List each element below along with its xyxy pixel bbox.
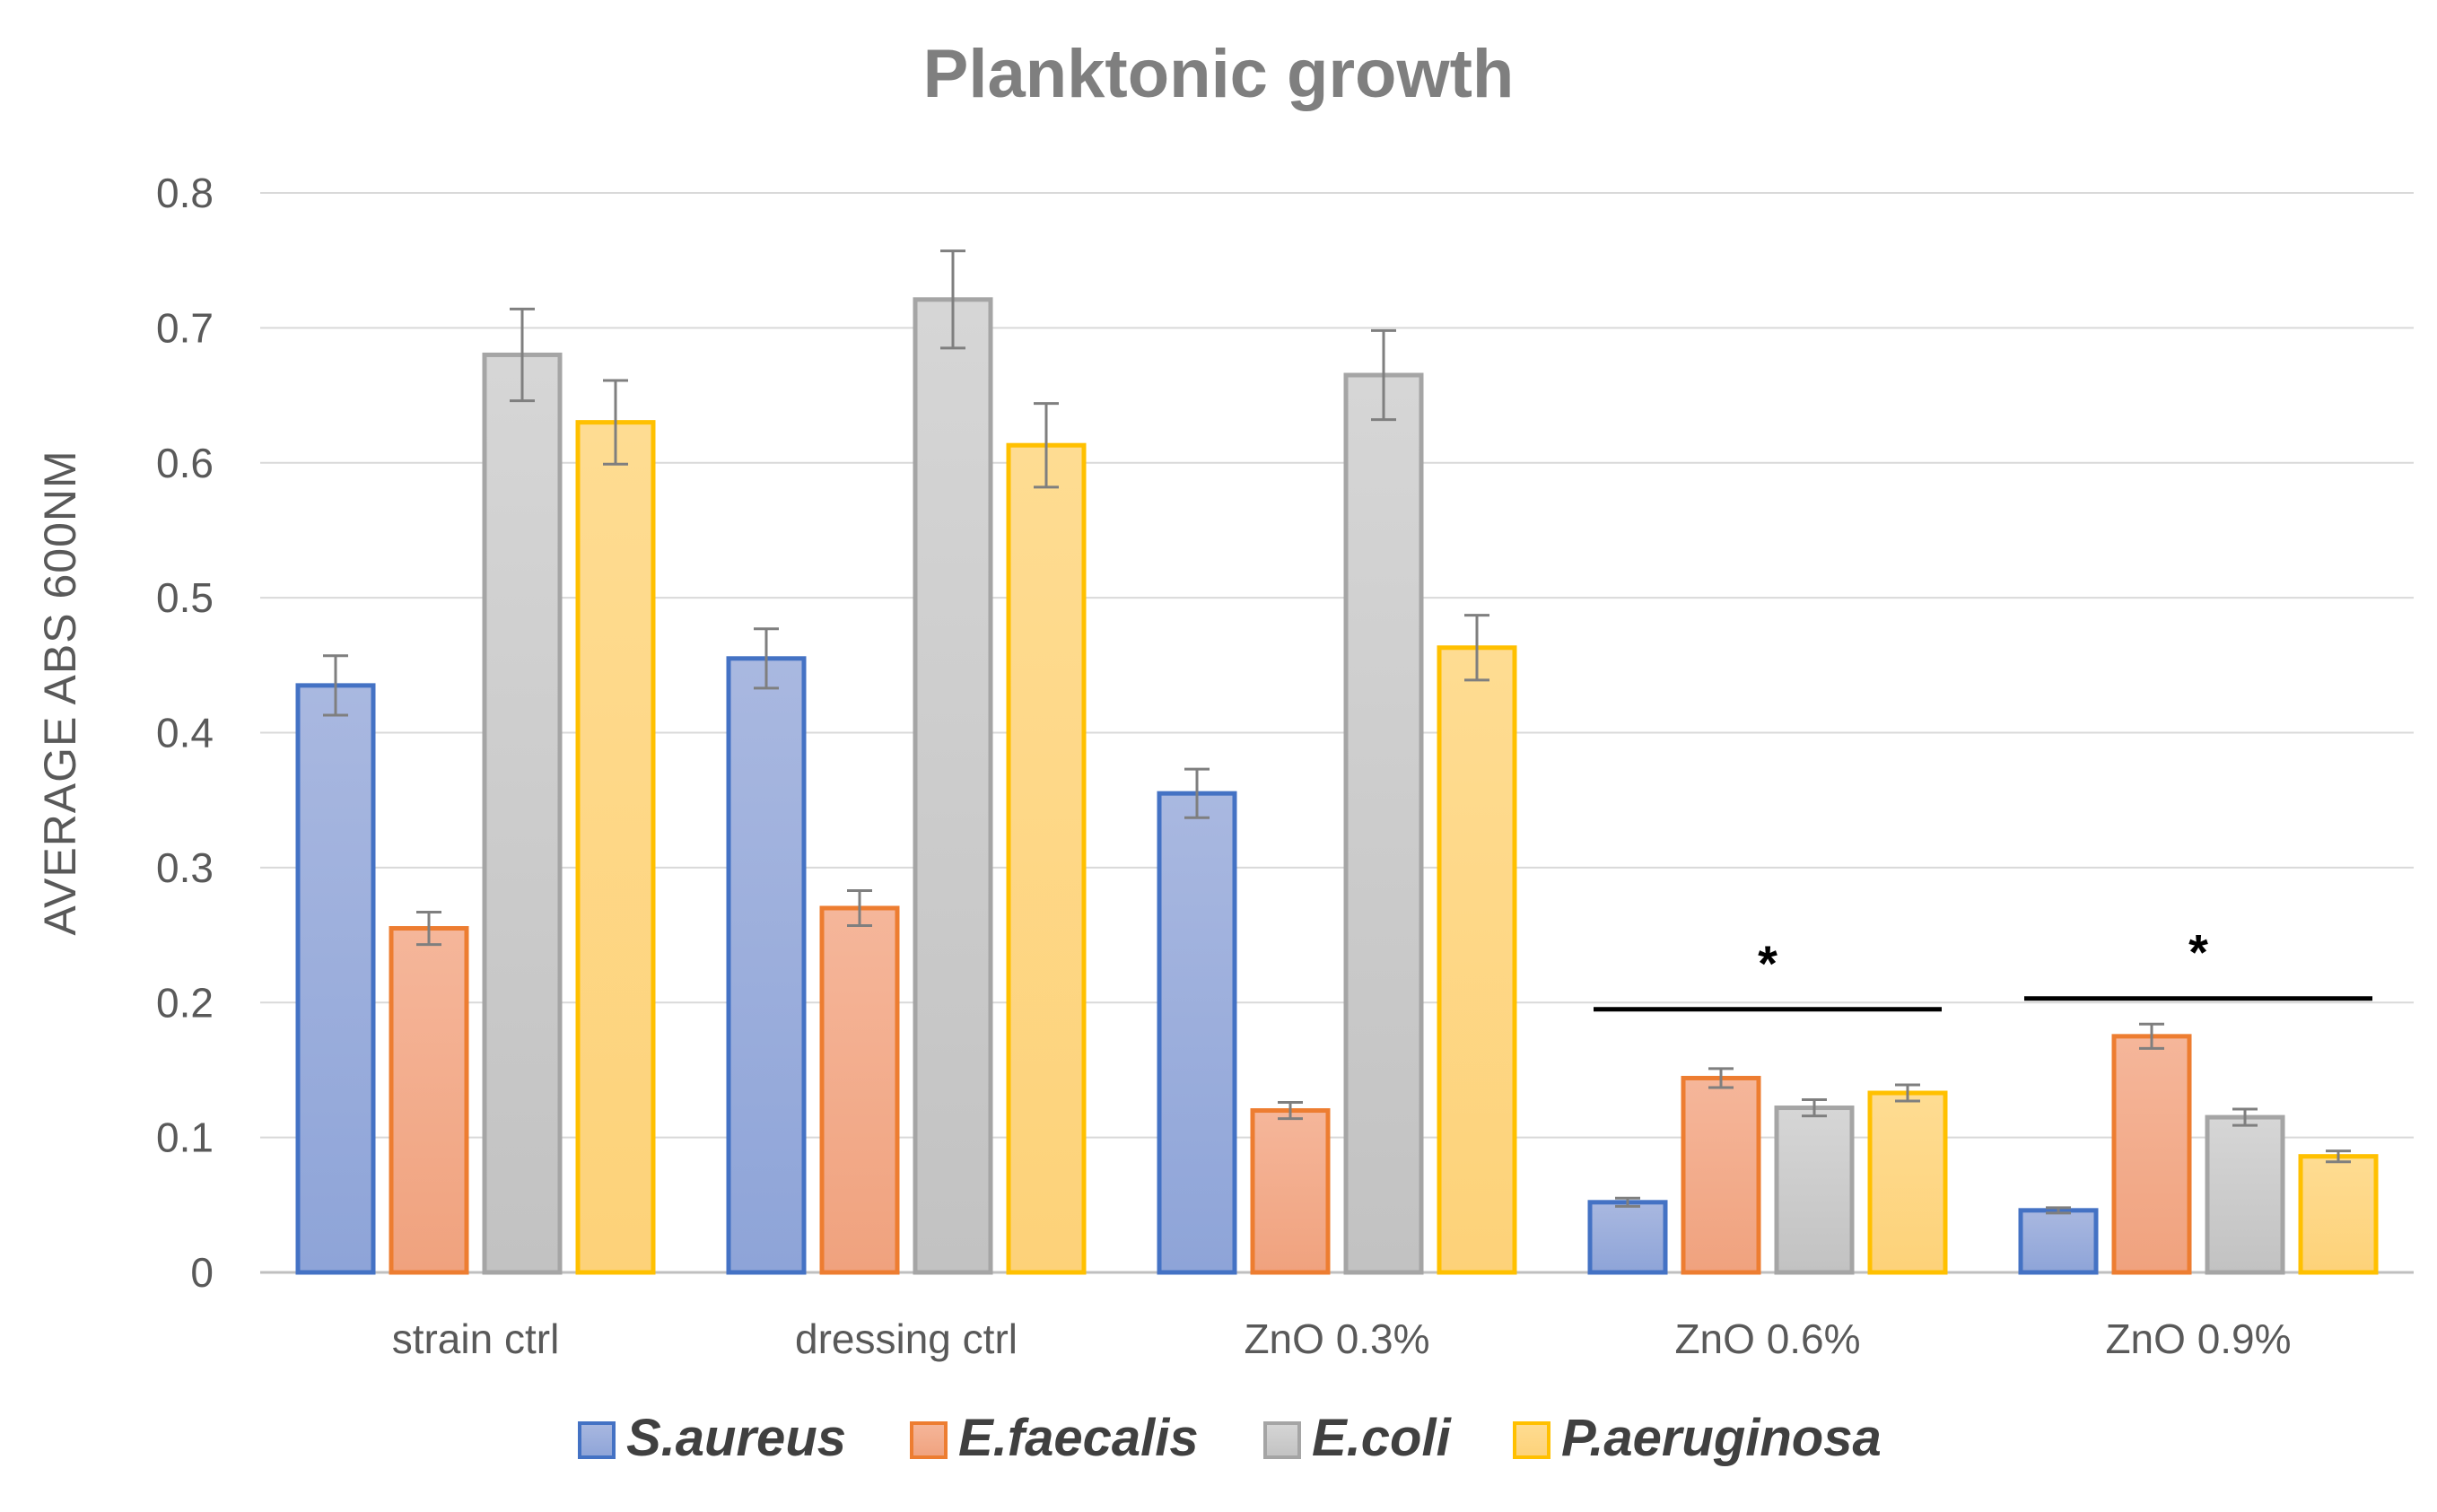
bar-e-faecalis: [1681, 1075, 1761, 1275]
significance-star: *: [2188, 924, 2208, 981]
bar-e-coli: [913, 297, 993, 1275]
legend-label: S.aureus: [626, 1409, 846, 1467]
bar-e-faecalis: [389, 926, 469, 1275]
significance-star: *: [1758, 935, 1778, 992]
bar-e-coli: [2205, 1114, 2285, 1275]
y-tick-label: 0.7: [156, 304, 214, 351]
y-tick-label: 0: [190, 1249, 214, 1296]
x-tick-label: ZnO 0.9%: [2105, 1315, 2291, 1362]
error-bar: [2326, 1149, 2351, 1164]
bar-s-aureus: [726, 656, 807, 1275]
error-bar: [510, 307, 535, 403]
error-bar: [2139, 1022, 2164, 1050]
error-bar: [603, 379, 628, 466]
bar-p-aeruginosa: [1006, 442, 1087, 1275]
bar-p-aeruginosa: [575, 420, 656, 1275]
error-bar: [2232, 1107, 2258, 1127]
error-bar: [416, 910, 441, 947]
bar-e-coli: [482, 352, 563, 1275]
error-bar: [1615, 1196, 1640, 1208]
legend-label: P.aeruginosa: [1561, 1409, 1882, 1467]
bar-p-aeruginosa: [1867, 1090, 1948, 1275]
bar-s-aureus: [1587, 1200, 1668, 1275]
legend-swatch: [910, 1421, 948, 1459]
y-axis-label: AVERAGE ABS 600NM: [35, 450, 85, 935]
error-bar: [1895, 1083, 1920, 1103]
x-axis-ticks: strain ctrl dressing ctrl ZnO 0.3% ZnO 0.6%…: [392, 1315, 2292, 1362]
legend-swatch: [1513, 1421, 1550, 1459]
legend-swatch: [1263, 1421, 1301, 1459]
legend-label: E.faecalis: [958, 1409, 1199, 1467]
legend-item: P.aeruginosa: [1513, 1409, 1882, 1467]
x-tick-label: ZnO 0.6%: [1674, 1315, 1860, 1362]
error-bar: [1278, 1101, 1303, 1121]
bar-s-aureus: [295, 683, 376, 1275]
bar-p-aeruginosa: [1437, 645, 1517, 1275]
chart-title: Planktonic growth: [923, 36, 1515, 112]
legend-item: E.coli: [1263, 1409, 1453, 1467]
error-bar: [323, 654, 348, 717]
bar-e-coli: [1343, 372, 1424, 1275]
legend-label: E.coli: [1312, 1409, 1453, 1467]
error-bar: [1708, 1067, 1734, 1089]
y-axis-ticks: 0 0.1 0.2 0.3 0.4 0.5 0.6 0.7 0.8: [156, 170, 214, 1296]
x-tick-label: ZnO 0.3%: [1244, 1315, 1429, 1362]
y-tick-label: 0.5: [156, 574, 214, 621]
error-bar: [1371, 328, 1396, 422]
bar-s-aureus: [1157, 791, 1237, 1275]
legend-item: S.aureus: [578, 1409, 846, 1467]
error-bar: [1464, 614, 1489, 682]
y-tick-label: 0.1: [156, 1114, 214, 1161]
bar-s-aureus: [2018, 1208, 2099, 1275]
legend: S.aureus E.faecalis E.coli P.aeruginosa: [578, 1409, 1882, 1467]
y-tick-label: 0.6: [156, 440, 214, 486]
error-bar: [847, 888, 872, 928]
bars: [295, 249, 2379, 1275]
error-bar: [754, 627, 779, 690]
bar-e-faecalis: [2111, 1034, 2192, 1275]
error-bar: [940, 249, 965, 350]
y-tick-label: 0.4: [156, 710, 214, 756]
error-bar: [1802, 1098, 1827, 1118]
bar-p-aeruginosa: [2298, 1154, 2379, 1275]
error-bar: [1184, 767, 1210, 819]
legend-swatch: [578, 1421, 616, 1459]
legend-item: E.faecalis: [910, 1409, 1199, 1467]
x-tick-label: dressing ctrl: [795, 1315, 1018, 1362]
bar-e-faecalis: [1250, 1108, 1331, 1275]
bar-e-faecalis: [819, 905, 900, 1275]
y-tick-label: 0.3: [156, 844, 214, 891]
y-tick-label: 0.8: [156, 170, 214, 216]
y-tick-label: 0.2: [156, 979, 214, 1026]
significance-annotations: * *: [1594, 924, 2372, 1012]
error-bar: [1034, 402, 1059, 489]
error-bar: [2046, 1206, 2071, 1215]
bar-e-coli: [1774, 1106, 1855, 1275]
x-tick-label: strain ctrl: [392, 1315, 560, 1362]
